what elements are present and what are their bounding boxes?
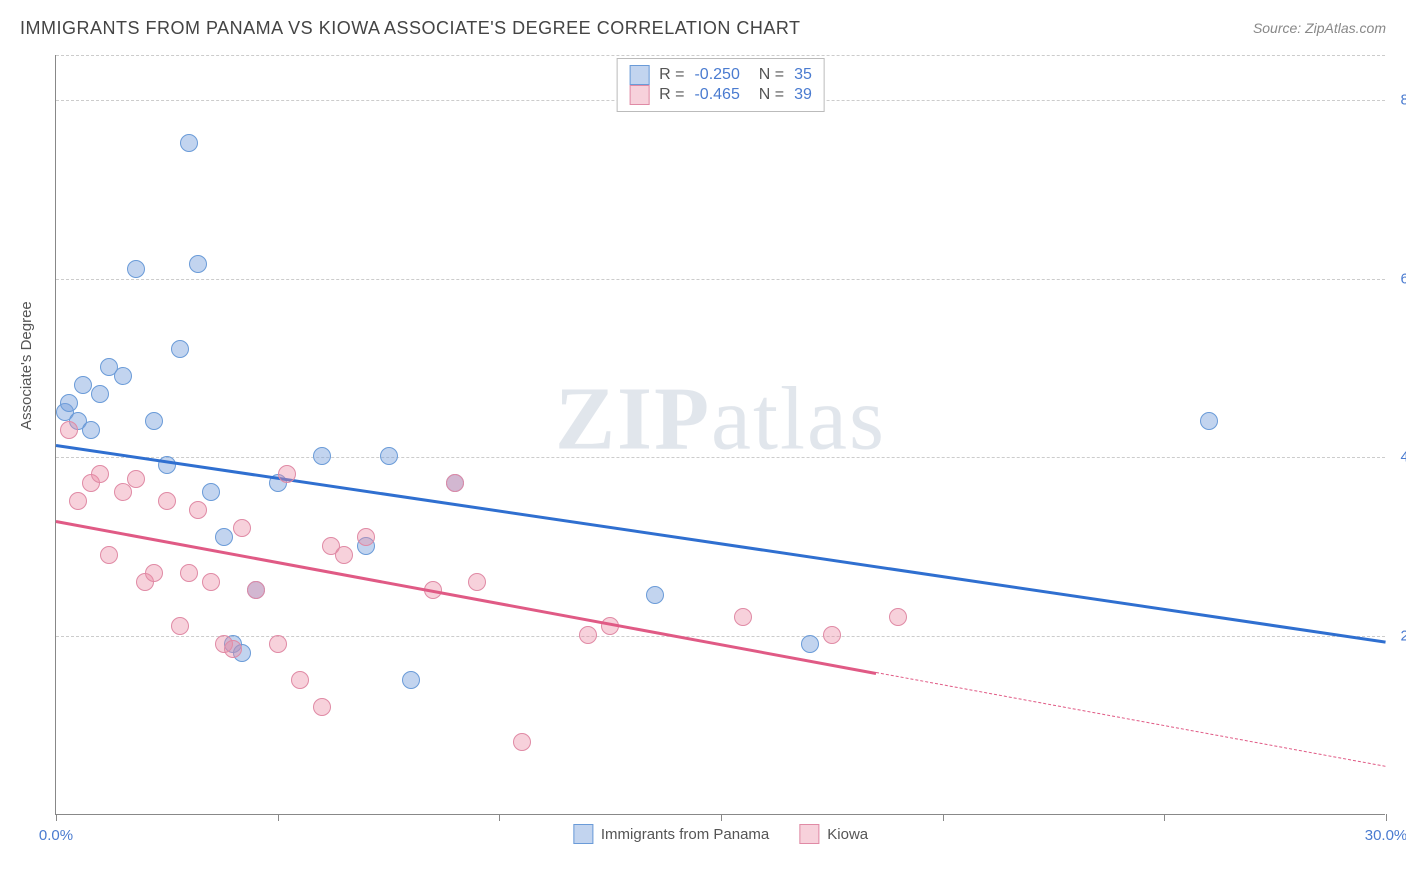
source-label: Source:: [1253, 20, 1301, 36]
scatter-point: [127, 470, 145, 488]
scatter-point: [823, 626, 841, 644]
scatter-point: [145, 412, 163, 430]
chart-title: IMMIGRANTS FROM PANAMA VS KIOWA ASSOCIAT…: [20, 18, 801, 39]
scatter-point: [189, 501, 207, 519]
scatter-point: [158, 492, 176, 510]
scatter-point: [127, 260, 145, 278]
scatter-point: [233, 519, 251, 537]
scatter-point: [91, 385, 109, 403]
gridline: [56, 55, 1385, 56]
gridline: [56, 457, 1385, 458]
ytick-label: 40.0%: [1393, 449, 1406, 466]
legend-row-panama: R = -0.250 N = 35: [629, 65, 812, 85]
scatter-point: [402, 671, 420, 689]
legend-label-panama: Immigrants from Panama: [601, 826, 769, 843]
scatter-point: [734, 608, 752, 626]
swatch-panama-bottom: [573, 824, 593, 844]
xtick: [1164, 814, 1165, 821]
scatter-point: [291, 671, 309, 689]
scatter-point: [335, 546, 353, 564]
xtick: [721, 814, 722, 821]
scatter-point: [69, 492, 87, 510]
watermark-atlas: atlas: [711, 370, 886, 469]
scatter-point: [171, 617, 189, 635]
gridline: [56, 636, 1385, 637]
scatter-point: [247, 581, 265, 599]
ytick-label: 20.0%: [1393, 628, 1406, 645]
r-label: R =: [659, 66, 684, 84]
r-label: R =: [659, 86, 684, 104]
y-axis-label: Associate's Degree: [18, 301, 35, 430]
scatter-point: [82, 421, 100, 439]
scatter-point: [278, 465, 296, 483]
scatter-point: [468, 573, 486, 591]
n-value-kiowa: 39: [794, 86, 812, 104]
scatter-point: [313, 447, 331, 465]
scatter-point: [202, 483, 220, 501]
scatter-point: [889, 608, 907, 626]
xtick: [499, 814, 500, 821]
scatter-point: [224, 640, 242, 658]
scatter-point: [145, 564, 163, 582]
scatter-point: [446, 474, 464, 492]
source-value: ZipAtlas.com: [1305, 20, 1386, 36]
scatter-point: [513, 733, 531, 751]
scatter-point: [60, 394, 78, 412]
scatter-point: [114, 367, 132, 385]
legend-row-kiowa: R = -0.465 N = 39: [629, 85, 812, 105]
scatter-point: [91, 465, 109, 483]
scatter-point: [801, 635, 819, 653]
scatter-point: [202, 573, 220, 591]
xtick: [1386, 814, 1387, 821]
scatter-point: [114, 483, 132, 501]
scatter-point: [1200, 412, 1218, 430]
n-value-panama: 35: [794, 66, 812, 84]
xtick-label: 0.0%: [39, 827, 73, 844]
watermark: ZIPatlas: [555, 368, 886, 471]
scatter-point: [579, 626, 597, 644]
n-label: N =: [750, 86, 784, 104]
scatter-point: [357, 528, 375, 546]
trendline-dashed: [876, 672, 1386, 767]
scatter-point: [215, 528, 233, 546]
scatter-point: [189, 255, 207, 273]
xtick: [278, 814, 279, 821]
gridline: [56, 279, 1385, 280]
source-credit: Source: ZipAtlas.com: [1253, 20, 1386, 36]
r-value-kiowa: -0.465: [694, 86, 739, 104]
scatter-point: [269, 635, 287, 653]
swatch-kiowa: [629, 85, 649, 105]
ytick-label: 80.0%: [1393, 91, 1406, 108]
legend-label-kiowa: Kiowa: [827, 826, 868, 843]
watermark-zip: ZIP: [555, 370, 711, 469]
r-value-panama: -0.250: [694, 66, 739, 84]
scatter-point: [74, 376, 92, 394]
xtick-label: 30.0%: [1365, 827, 1406, 844]
scatter-point: [180, 564, 198, 582]
scatter-point: [313, 698, 331, 716]
scatter-point: [380, 447, 398, 465]
trendline: [56, 520, 877, 674]
scatter-point: [180, 134, 198, 152]
correlation-legend: R = -0.250 N = 35 R = -0.465 N = 39: [616, 58, 825, 112]
series-legend: Immigrants from Panama Kiowa: [573, 824, 868, 844]
scatter-point: [646, 586, 664, 604]
swatch-kiowa-bottom: [799, 824, 819, 844]
plot-area: ZIPatlas R = -0.250 N = 35 R = -0.465 N …: [55, 55, 1385, 815]
swatch-panama: [629, 65, 649, 85]
scatter-point: [60, 421, 78, 439]
ytick-label: 60.0%: [1393, 270, 1406, 287]
n-label: N =: [750, 66, 784, 84]
scatter-point: [100, 546, 118, 564]
xtick: [56, 814, 57, 821]
legend-item-panama: Immigrants from Panama: [573, 824, 769, 844]
scatter-point: [171, 340, 189, 358]
trendline: [56, 444, 1386, 644]
xtick: [943, 814, 944, 821]
legend-item-kiowa: Kiowa: [799, 824, 868, 844]
